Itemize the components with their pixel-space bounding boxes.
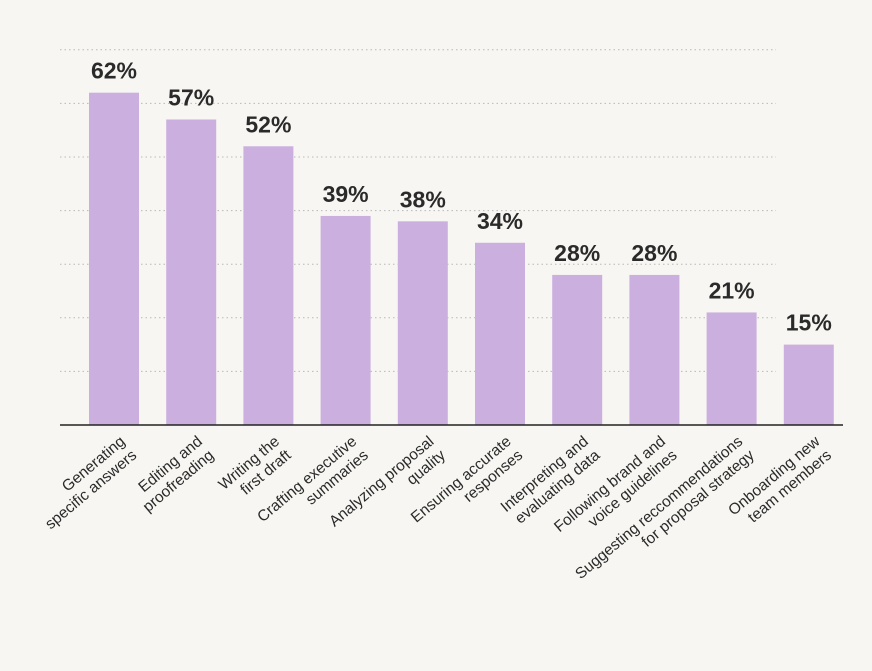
bar (166, 119, 217, 425)
value-label: 15% (786, 310, 832, 336)
bar (397, 221, 448, 425)
value-label: 62% (91, 58, 137, 84)
value-label: 28% (554, 240, 600, 266)
bar (706, 312, 757, 425)
value-labels: 62% 57% 52% 39% 38% 34% 28% 28% 21% 15% (91, 58, 832, 336)
bar (243, 146, 294, 425)
value-label: 21% (709, 277, 755, 303)
bar (89, 92, 139, 426)
value-label: 57% (168, 84, 214, 110)
bar (783, 344, 834, 425)
bars (89, 92, 834, 426)
value-label: 34% (477, 208, 523, 234)
bar (552, 274, 603, 425)
value-label: 38% (400, 186, 446, 212)
category-label: Editing andproofreading (128, 433, 217, 516)
value-label: 39% (323, 181, 369, 207)
category-label: Generatingspecific answers (31, 433, 141, 533)
value-label: 28% (631, 240, 677, 266)
value-label: 52% (245, 111, 291, 137)
bar (629, 274, 680, 425)
bar (475, 242, 525, 425)
bar (320, 215, 371, 425)
